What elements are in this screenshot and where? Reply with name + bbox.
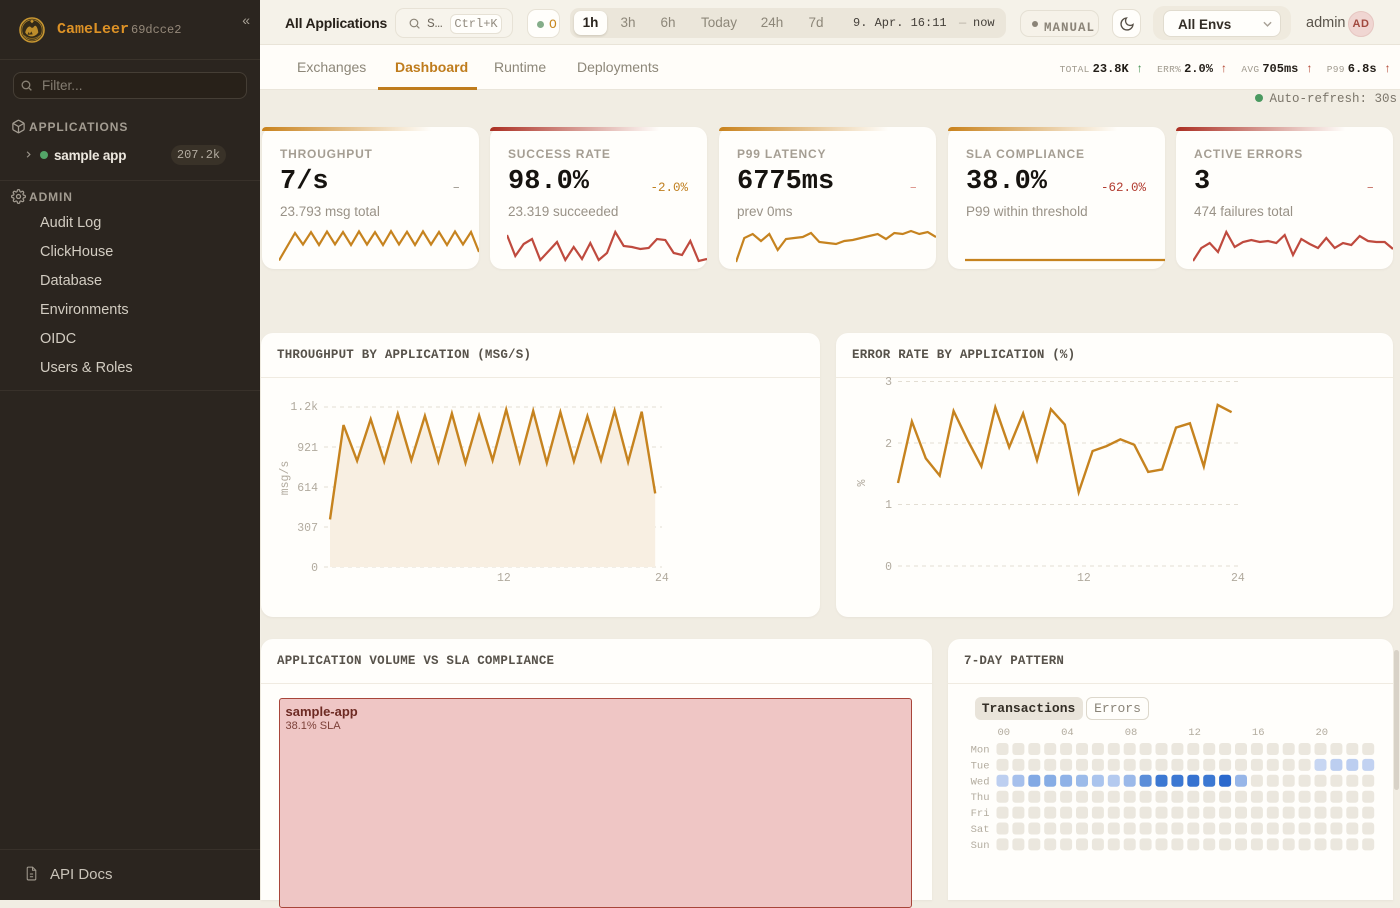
svg-text:3: 3: [885, 376, 892, 389]
svg-text:1: 1: [885, 499, 892, 512]
svg-text:Sat: Sat: [971, 824, 990, 836]
svg-text:Wed: Wed: [971, 776, 990, 788]
svg-text:Tue: Tue: [971, 760, 990, 772]
svg-text:Thu: Thu: [971, 792, 990, 804]
svg-text:msg/s: msg/s: [279, 461, 292, 496]
svg-text:614: 614: [297, 482, 318, 495]
svg-text:12: 12: [1188, 727, 1201, 739]
svg-text:24: 24: [655, 572, 669, 585]
svg-text:16: 16: [1252, 727, 1265, 739]
svg-text:921: 921: [297, 442, 318, 455]
svg-text:Sun: Sun: [971, 840, 990, 852]
svg-text:24: 24: [1231, 572, 1245, 585]
svg-text:307: 307: [297, 522, 318, 535]
svg-text:00: 00: [998, 727, 1011, 739]
svg-text:12: 12: [1077, 572, 1091, 585]
svg-text:12: 12: [497, 572, 511, 585]
svg-text:08: 08: [1125, 727, 1138, 739]
svg-text:04: 04: [1061, 727, 1074, 739]
svg-text:20: 20: [1316, 727, 1329, 739]
svg-text:%: %: [856, 479, 869, 486]
svg-text:Fri: Fri: [971, 808, 990, 820]
svg-text:0: 0: [311, 562, 318, 575]
svg-text:Mon: Mon: [971, 745, 990, 757]
svg-text:0: 0: [885, 561, 892, 574]
svg-text:2: 2: [885, 438, 892, 451]
svg-text:1.2k: 1.2k: [290, 401, 318, 414]
